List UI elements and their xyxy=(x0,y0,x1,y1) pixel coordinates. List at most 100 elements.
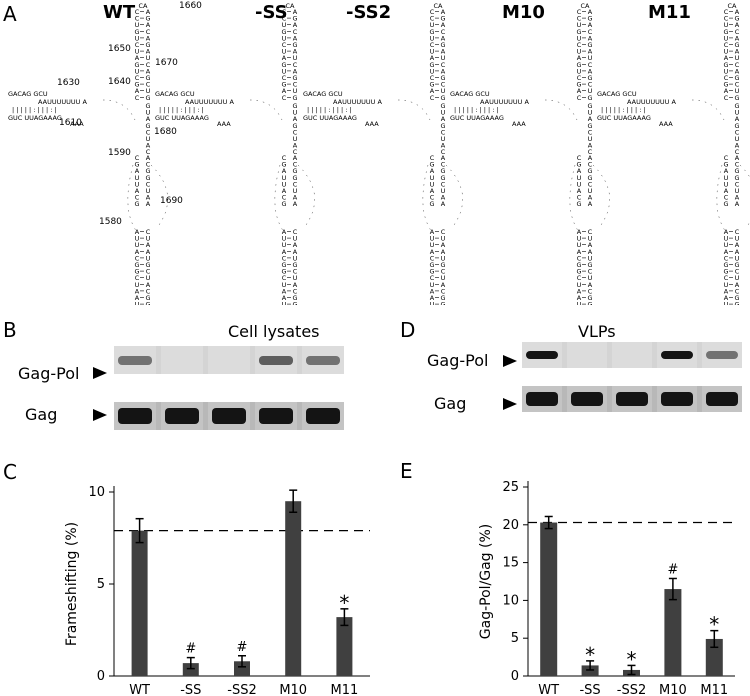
nucleotide: U xyxy=(441,109,446,117)
arrowhead-icon xyxy=(503,355,517,367)
nucleotide: A xyxy=(735,34,740,42)
nucleotide: G xyxy=(292,102,297,110)
position-label: 1670 xyxy=(155,58,178,68)
bar-chart-frameshifting: 0 5 10 Frameshifting (%) WT # -SS # -SS2 M10 * M11 xyxy=(64,485,370,696)
nucleotide: U xyxy=(577,67,582,75)
nucleotide: G xyxy=(134,161,139,169)
nucleotide: G xyxy=(734,102,739,110)
nucleotide: A xyxy=(293,241,298,249)
nucleotide: A xyxy=(588,142,593,150)
nucleotide: A xyxy=(293,21,298,29)
nucleotide: G xyxy=(429,61,434,69)
nucleotide: A xyxy=(293,48,298,56)
nucleotide: C xyxy=(146,228,151,236)
nucleotide: A xyxy=(293,34,298,42)
nucleotide: U xyxy=(724,48,729,56)
nucleotide: G xyxy=(723,28,728,36)
nucleotide: U xyxy=(293,87,298,95)
nucleotide: G xyxy=(587,174,592,182)
nucleotide: A xyxy=(441,248,446,256)
nucleotide: A xyxy=(724,294,729,302)
nucleotide: C xyxy=(135,154,140,162)
nucleotide: C xyxy=(146,28,151,36)
nucleotide: U xyxy=(724,301,729,305)
significance-mark: # xyxy=(185,642,196,657)
nucleotide: C xyxy=(735,180,740,188)
nucleotide: G xyxy=(723,268,728,276)
position-label: 1660 xyxy=(179,1,202,11)
nucleotide: AAUUUUUUU A xyxy=(333,98,382,106)
nucleotide: C xyxy=(724,154,729,162)
nucleotide: G xyxy=(134,200,139,208)
structure-title-m11: M11 xyxy=(648,2,691,23)
structure-title-ss2: -SS2 xyxy=(346,2,392,23)
nucleotide: U xyxy=(588,274,593,282)
nucleotide: | | | | | : | | | : | xyxy=(601,106,646,114)
nucleotide: C xyxy=(577,41,582,49)
blot-b-row-gag: Gag xyxy=(25,405,58,424)
nucleotide: G xyxy=(292,301,297,305)
nucleotide: U xyxy=(282,301,287,305)
nucleotide: A xyxy=(441,154,446,162)
structure-title-wt: WT xyxy=(103,2,136,23)
significance-mark: * xyxy=(585,643,595,667)
nucleotide: C xyxy=(724,194,729,202)
nucleotide: C xyxy=(146,287,151,295)
nucleotide: A xyxy=(577,87,582,95)
nucleotide: A xyxy=(441,21,446,29)
nucleotide: C xyxy=(135,274,140,282)
nucleotide: G xyxy=(292,174,297,182)
nucleotide: G xyxy=(440,94,445,102)
nucleotide: G xyxy=(734,41,739,49)
nucleotide: A xyxy=(441,200,446,208)
nucleotide: C xyxy=(441,228,446,236)
nucleotide: C xyxy=(441,161,446,169)
nucleotide: G xyxy=(145,294,150,302)
nucleotide: AAUUUUUUU A xyxy=(38,98,87,106)
nucleotide: A xyxy=(135,294,140,302)
nucleotide: A xyxy=(588,154,593,162)
nucleotide: G xyxy=(440,167,445,175)
nucleotide: G xyxy=(734,301,739,305)
nucleotide: | | | | | : | | | : | xyxy=(454,106,499,114)
nucleotide: G xyxy=(145,102,150,110)
nucleotide: U xyxy=(430,21,435,29)
nucleotide: G xyxy=(734,261,739,269)
nucleotide: G xyxy=(734,94,739,102)
nucleotide: C xyxy=(735,128,740,136)
nucleotide: C xyxy=(588,28,593,36)
nucleotide: C xyxy=(430,274,435,282)
nucleotide: A xyxy=(735,8,740,16)
blot-b-row-gagpol: Gag-Pol xyxy=(18,364,80,383)
nucleotide: U xyxy=(293,274,298,282)
nucleotide: G xyxy=(281,261,286,269)
blot-band xyxy=(306,355,340,365)
nucleotide: A xyxy=(735,48,740,56)
nucleotide: G xyxy=(281,81,286,89)
nucleotide: A xyxy=(293,67,298,75)
nucleotide: A xyxy=(430,54,435,62)
nucleotide: C xyxy=(735,61,740,69)
nucleotide: A xyxy=(441,142,446,150)
nucleotide: GACAG GCU xyxy=(303,90,343,98)
nucleotide: C xyxy=(588,81,593,89)
nucleotide: C xyxy=(735,228,740,236)
nucleotide: AAUUUUUUU A xyxy=(480,98,529,106)
nucleotide: U xyxy=(724,67,729,75)
nucleotide: G xyxy=(587,94,592,102)
blot-band xyxy=(661,392,693,406)
nucleotide: A xyxy=(293,194,298,202)
nucleotide: C xyxy=(146,61,151,69)
position-label: 1680 xyxy=(154,127,177,137)
nucleotide: U xyxy=(441,135,446,143)
y-tick-label: 5 xyxy=(511,631,519,646)
nucleotide: C xyxy=(135,74,140,82)
nucleotide: C xyxy=(282,15,287,23)
significance-mark: * xyxy=(339,591,349,615)
blot-d-row-gagpol: Gag-Pol xyxy=(427,351,489,370)
nucleotide: C xyxy=(724,274,729,282)
structure-title-m10: M10 xyxy=(502,2,545,23)
nucleotide: C xyxy=(577,8,582,16)
nucleotide: U xyxy=(146,87,151,95)
